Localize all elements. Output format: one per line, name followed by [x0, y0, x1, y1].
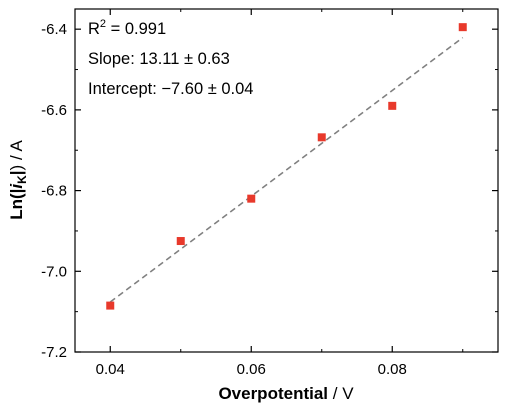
- y-tick-label: -6.8: [41, 183, 67, 200]
- y-axis-title: Ln(|iK|) / A: [7, 140, 29, 220]
- y-axis-ticks: -7.2 -7.0 -6.8 -6.6 -6.4: [41, 21, 498, 361]
- plot-frame: [74, 8, 499, 353]
- slope-annotation: Slope: 13.11 ± 0.63: [88, 50, 230, 68]
- data-point: [106, 301, 115, 310]
- fit-line: [109, 37, 464, 303]
- data-point: [247, 194, 256, 203]
- r2-annotation: R2 = 0.991: [88, 18, 166, 38]
- y-tick-label: -7.0: [41, 263, 67, 280]
- x-axis-title: Overpotential / V: [218, 384, 354, 403]
- y-tick-label: -6.4: [41, 21, 67, 38]
- y-tick-label: -6.6: [41, 102, 67, 119]
- data-points: [106, 23, 467, 310]
- x-axis-ticks: 0.04 0.06 0.08: [96, 9, 464, 378]
- intercept-annotation: Intercept: −7.60 ± 0.04: [88, 80, 253, 98]
- x-tick-label: 0.06: [237, 361, 266, 378]
- x-tick-label: 0.08: [378, 361, 407, 378]
- data-point: [388, 101, 397, 110]
- data-point: [317, 133, 326, 142]
- data-point: [176, 237, 185, 246]
- y-tick-label: -7.2: [41, 344, 67, 361]
- x-tick-label: 0.04: [96, 361, 125, 378]
- data-point: [458, 23, 467, 32]
